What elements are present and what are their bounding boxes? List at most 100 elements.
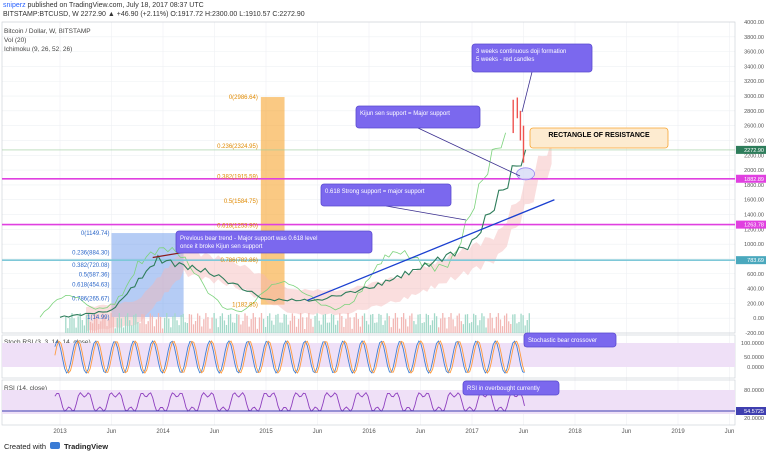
volume-bar <box>219 316 221 333</box>
volume-bar <box>213 313 215 333</box>
ichimoku-cloud <box>39 132 552 332</box>
volume-bar <box>361 315 364 333</box>
callout-text: once it broke Kijun sen support <box>180 244 263 250</box>
callout-text: Kijun sen support = Major support <box>360 111 450 117</box>
published-line: sniperz published on TradingView.com, Ju… <box>3 2 204 9</box>
volume-bar <box>359 326 362 333</box>
volume-bar <box>324 313 327 333</box>
price-series <box>59 97 527 318</box>
fib-label-right: 0(2986.64) <box>229 95 258 101</box>
volume-bar <box>442 313 444 333</box>
volume-bar <box>254 317 256 333</box>
volume-bar <box>166 313 168 333</box>
volume-bar <box>452 319 454 333</box>
volume-bar <box>108 319 110 333</box>
volume-bar <box>485 327 487 333</box>
volume-bar <box>256 328 259 333</box>
volume-bar <box>491 317 493 333</box>
volume-bar <box>211 317 213 333</box>
callout-box <box>175 230 373 254</box>
x-tick-label: Jun <box>416 429 426 435</box>
volume-bar <box>168 318 170 333</box>
volume-bar <box>118 313 121 333</box>
volume-bar <box>281 322 283 333</box>
volume-bar <box>332 314 335 333</box>
fib-label-right: 0.5(1584.75) <box>224 199 258 205</box>
volume-bar <box>221 313 224 333</box>
volume-bar <box>388 316 390 333</box>
volume-bar <box>505 313 508 333</box>
volume-bar <box>190 314 193 333</box>
volume-bar <box>100 321 102 333</box>
volume-bar <box>277 313 279 333</box>
volume-bar <box>205 313 207 333</box>
chart-header: sniperz published on TradingView.com, Ju… <box>0 0 768 22</box>
volume-bar <box>512 314 514 333</box>
volume-bar <box>145 324 147 333</box>
callout-text: RECTANGLE OF RESISTANCE <box>548 132 650 139</box>
volume-bar <box>458 313 460 333</box>
volume-bar <box>244 313 246 333</box>
volume-bar <box>285 314 287 333</box>
volume-bar <box>178 325 180 333</box>
volume-bar <box>287 324 289 333</box>
volume-bar <box>528 313 530 333</box>
callout-text: Previous bear trend - Major support was … <box>180 236 317 242</box>
y-tick-label: 3200.00 <box>744 79 764 85</box>
x-tick-label: 2019 <box>671 429 685 435</box>
callout-text: 5 weeks - red candles <box>476 57 534 63</box>
volume-bar <box>273 324 275 333</box>
callout-box <box>355 105 481 129</box>
axes: -200.000.00200.00400.00600.00800.001000.… <box>53 20 766 435</box>
y-tick-label: 3400.00 <box>744 64 764 70</box>
tradingview-brand[interactable]: TradingView <box>64 442 109 451</box>
volume-bar <box>357 319 359 333</box>
y-tick-label: 3600.00 <box>744 50 764 56</box>
volume-bar <box>137 322 139 333</box>
rsi-tick-label: 80.0000 <box>744 388 764 394</box>
volume-bar <box>225 324 228 333</box>
y-tick-label: 400.00 <box>747 287 764 293</box>
annotations: 3 weeks continuous doji formation 5 weeks… <box>175 43 669 396</box>
chart-canvas[interactable]: 0(2986.64) 0.236(2324.95) 0.382(1915.59) 0.… <box>0 0 768 436</box>
volume-bar <box>510 323 512 333</box>
fib-label-right: 0.236(2324.95) <box>217 144 258 150</box>
volume-bar <box>355 313 357 333</box>
volume-bar <box>392 318 394 333</box>
volume-bar <box>135 313 137 333</box>
volume-bar <box>252 313 254 333</box>
callout-box <box>523 332 617 348</box>
callout-box <box>529 127 669 149</box>
fib-labels: 0(2986.64) 0.236(2324.95) 0.382(1915.59) 0.… <box>72 95 258 321</box>
volume-bar <box>207 317 209 333</box>
volume-bar <box>374 322 376 333</box>
volume-bar <box>182 313 184 333</box>
volume-bar <box>126 313 129 333</box>
volume-bar <box>493 328 495 333</box>
y-tick-label: 1400.00 <box>744 213 764 219</box>
volume-bar <box>124 316 127 333</box>
fib-label-left: 0(1149.74) <box>81 231 110 237</box>
volume-bar <box>147 321 149 333</box>
volume-bar <box>341 316 343 333</box>
y-tick-label: 4000.00 <box>744 20 764 26</box>
price-badge <box>736 145 766 154</box>
volume-bar <box>372 314 374 333</box>
volume-bar <box>262 318 265 333</box>
publisher-name[interactable]: sniperz <box>3 2 26 9</box>
volume-bar <box>390 327 392 333</box>
volume-bar <box>104 315 106 333</box>
volume-bar <box>234 322 236 333</box>
volume-bar <box>349 317 351 333</box>
volume-bar <box>196 313 199 333</box>
volume-bar <box>139 323 141 333</box>
y-tick-label: 3800.00 <box>744 35 764 41</box>
cloud-area <box>86 139 552 332</box>
volume-bar <box>79 313 81 333</box>
stoch-k-line <box>54 340 525 374</box>
volume-bar <box>429 325 432 333</box>
price-badge-label: 1263.78 <box>744 223 764 229</box>
volume-bar <box>199 315 201 333</box>
volume-bar <box>481 313 483 333</box>
volume-bar <box>450 313 452 333</box>
